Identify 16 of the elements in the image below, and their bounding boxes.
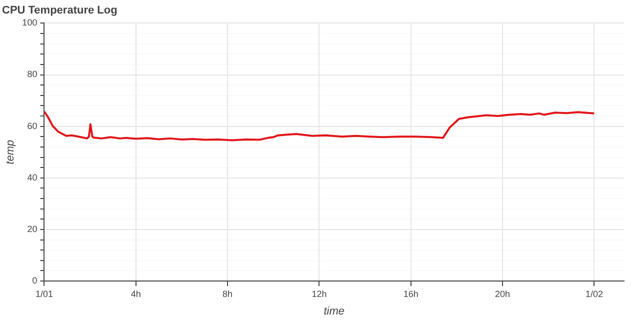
y-tick-label: 40 [27, 172, 38, 182]
chart-title: CPU Temperature Log [2, 4, 118, 17]
x-tick-label: 1/02 [585, 288, 603, 299]
y-axis-title: temp [4, 140, 17, 164]
x-tick-label: 12h [312, 288, 327, 299]
y-tick-label: 100 [22, 18, 38, 28]
y-tick-label: 0 [32, 275, 38, 286]
y-tick-label: 80 [27, 69, 38, 80]
x-tick-label: 20h [495, 288, 510, 299]
y-tick-label: 60 [27, 120, 38, 131]
x-tick-label: 8h [222, 288, 233, 299]
x-tick-label: 1/01 [35, 288, 53, 299]
x-tick-label: 16h [403, 288, 418, 299]
x-tick-label: 4h [130, 288, 141, 299]
x-axis-title: time [324, 305, 344, 318]
y-tick-label: 20 [27, 224, 38, 234]
